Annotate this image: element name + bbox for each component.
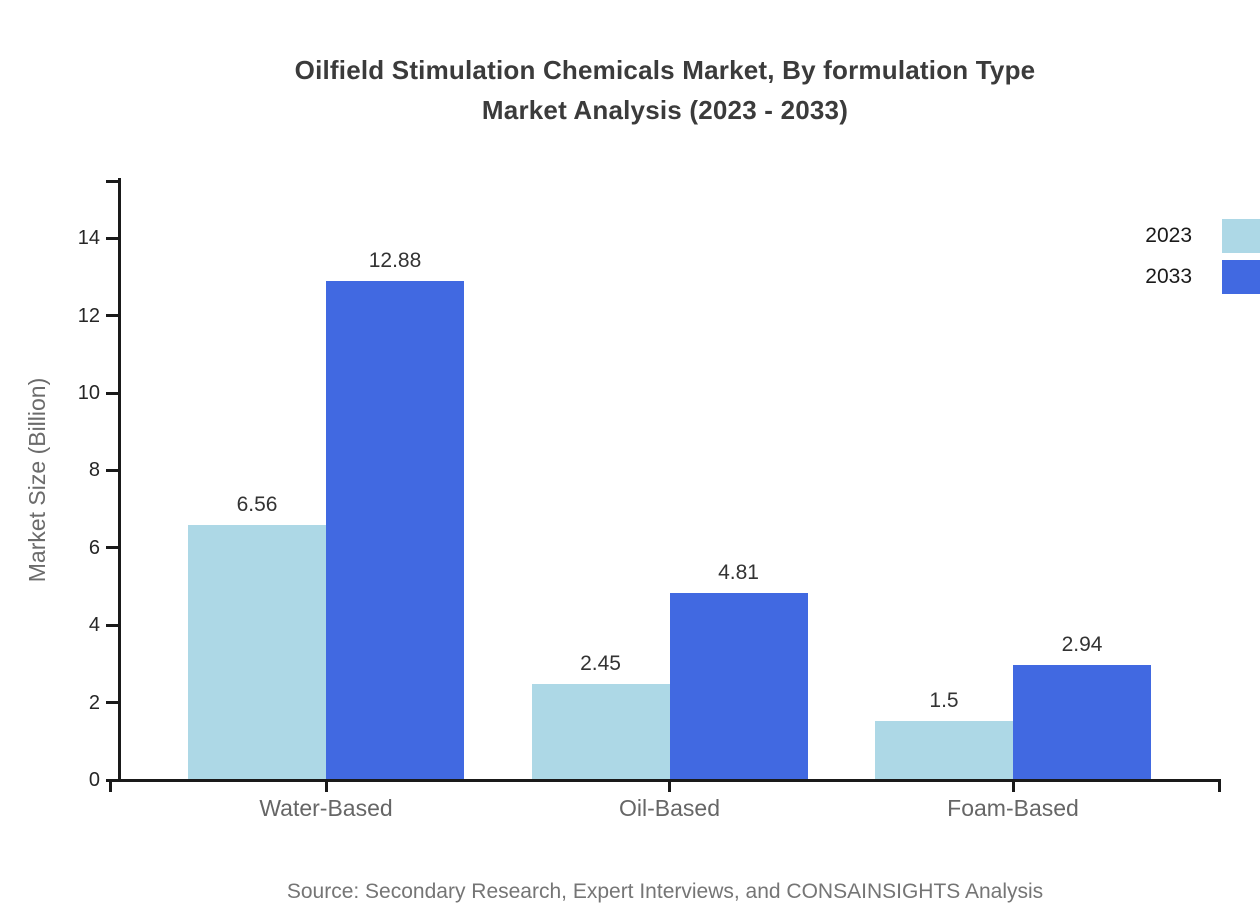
x-axis-end-tick [108, 782, 112, 792]
y-axis-tick-label: 4 [88, 614, 100, 637]
bar-value-label: 1.5 [929, 688, 959, 712]
bar-2033-foam-based [1013, 665, 1151, 779]
y-axis-tick [106, 778, 118, 782]
y-axis-tick [106, 468, 118, 472]
y-axis-tick [106, 391, 118, 395]
y-axis-line [118, 178, 121, 782]
source-note: Source: Secondary Research, Expert Inter… [286, 880, 1044, 903]
legend-item-2033: 2033 [1100, 260, 1260, 294]
legend-swatch [1222, 260, 1260, 294]
bar-value-label: 6.56 [236, 493, 278, 517]
legend-label: 2023 [1145, 224, 1192, 247]
x-axis-tick [668, 782, 671, 792]
y-axis-end-tick [106, 180, 118, 183]
y-axis-tick-label: 10 [77, 382, 100, 404]
bar-value-label: 4.81 [718, 560, 759, 584]
bar-value-label: 2.45 [580, 652, 621, 676]
legend: 2023 2033 [1100, 219, 1260, 301]
x-axis-tick [1011, 782, 1015, 792]
y-axis-tick-label: 14 [77, 227, 100, 250]
bar-2023-oil-based [531, 684, 670, 779]
y-axis-tick [106, 236, 118, 240]
y-axis-tick [106, 701, 118, 705]
bar-2033-oil-based [669, 592, 808, 779]
x-axis-end-tick [1217, 782, 1221, 792]
bar-2023-water-based [188, 525, 326, 779]
x-axis-tick [324, 782, 328, 792]
bar-value-label: 12.88 [368, 248, 422, 272]
chart-title-line1: Oilfield Stimulation Chemicals Market, B… [294, 55, 1036, 85]
y-axis-tick [106, 314, 118, 318]
legend-swatch [1222, 219, 1260, 253]
x-axis-line [108, 779, 1221, 782]
y-axis-tick-label: 8 [88, 459, 100, 482]
legend-label: 2033 [1145, 265, 1192, 288]
legend-item-2023: 2023 [1100, 219, 1260, 253]
bar-2033-water-based [326, 280, 464, 779]
y-axis-tick-label: 2 [88, 691, 100, 714]
y-axis-tick-label: 12 [77, 304, 100, 327]
y-axis-tick-label: 6 [88, 536, 100, 559]
chart-title-line2: Market Analysis (2023 - 2033) [481, 95, 849, 125]
y-axis-title: Market Size (Billion) [19, 180, 55, 780]
bar-2023-foam-based [875, 720, 1013, 779]
chart-title: Oilfield Stimulation Chemicals Market, B… [110, 50, 1220, 130]
x-axis-category-label: Water-Based [259, 795, 393, 821]
y-axis-tick [106, 546, 118, 550]
y-axis-tick-label: 0 [88, 769, 100, 791]
y-axis-title-text: Market Size (Billion) [24, 377, 50, 583]
y-axis-tick [106, 623, 118, 627]
x-axis-category-label: Oil-Based [619, 795, 720, 821]
x-axis-category-label: Foam-Based [947, 795, 1079, 821]
bar-value-label: 2.94 [1061, 633, 1103, 657]
